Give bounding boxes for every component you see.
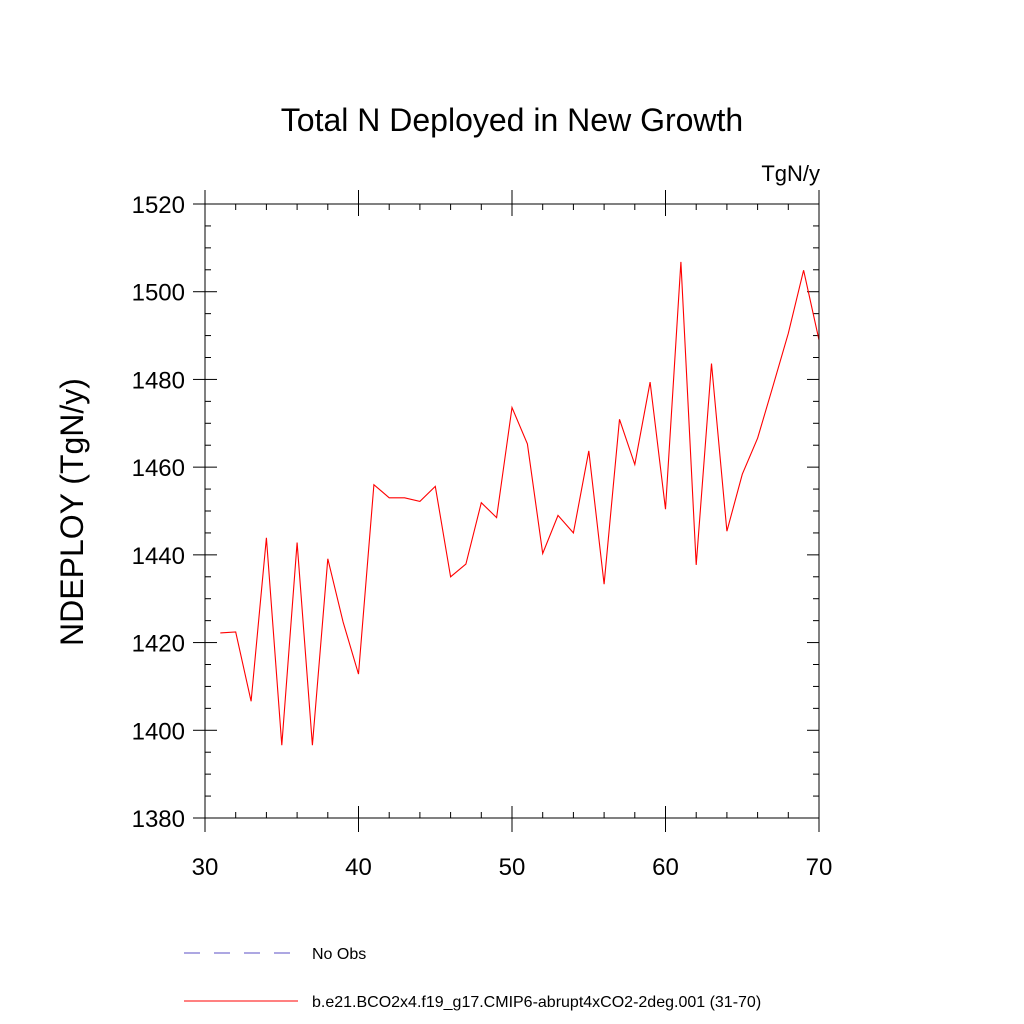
y-axis-label: NDEPLOY (TgN/y) [54,378,90,646]
x-tick-label: 50 [499,854,526,881]
x-tick-label: 70 [806,854,833,881]
y-tick-label: 1520 [132,192,185,219]
legend-label: No Obs [312,946,366,963]
y-tick-label: 1440 [132,543,185,570]
units-label: TgN/y [761,161,820,186]
legend: No Obs b.e21.BCO2x4.f19_g17.CMIP6-abrupt4… [184,946,761,1011]
y-tick-label: 1460 [132,455,185,482]
plot-frame [204,203,820,819]
x-tick-label: 30 [192,854,219,881]
x-tick-label: 60 [652,854,679,881]
series-line [220,261,820,746]
y-tick-label: 1380 [132,806,185,833]
chart-title: Total N Deployed in New Growth [281,102,743,138]
y-tick-label: 1500 [132,280,185,307]
axis-ticks: 1380 1400 1420 1440 1460 1480 1500 1520 30 40 50 60… [132,190,833,881]
data-series [220,261,820,746]
y-tick-label: 1480 [132,367,185,394]
y-tick-label: 1420 [132,631,185,658]
y-tick-label: 1400 [132,718,185,745]
legend-label: b.e21.BCO2x4.f19_g17.CMIP6-abrupt4xCO2-2… [312,994,761,1011]
x-tick-label: 40 [345,854,372,881]
